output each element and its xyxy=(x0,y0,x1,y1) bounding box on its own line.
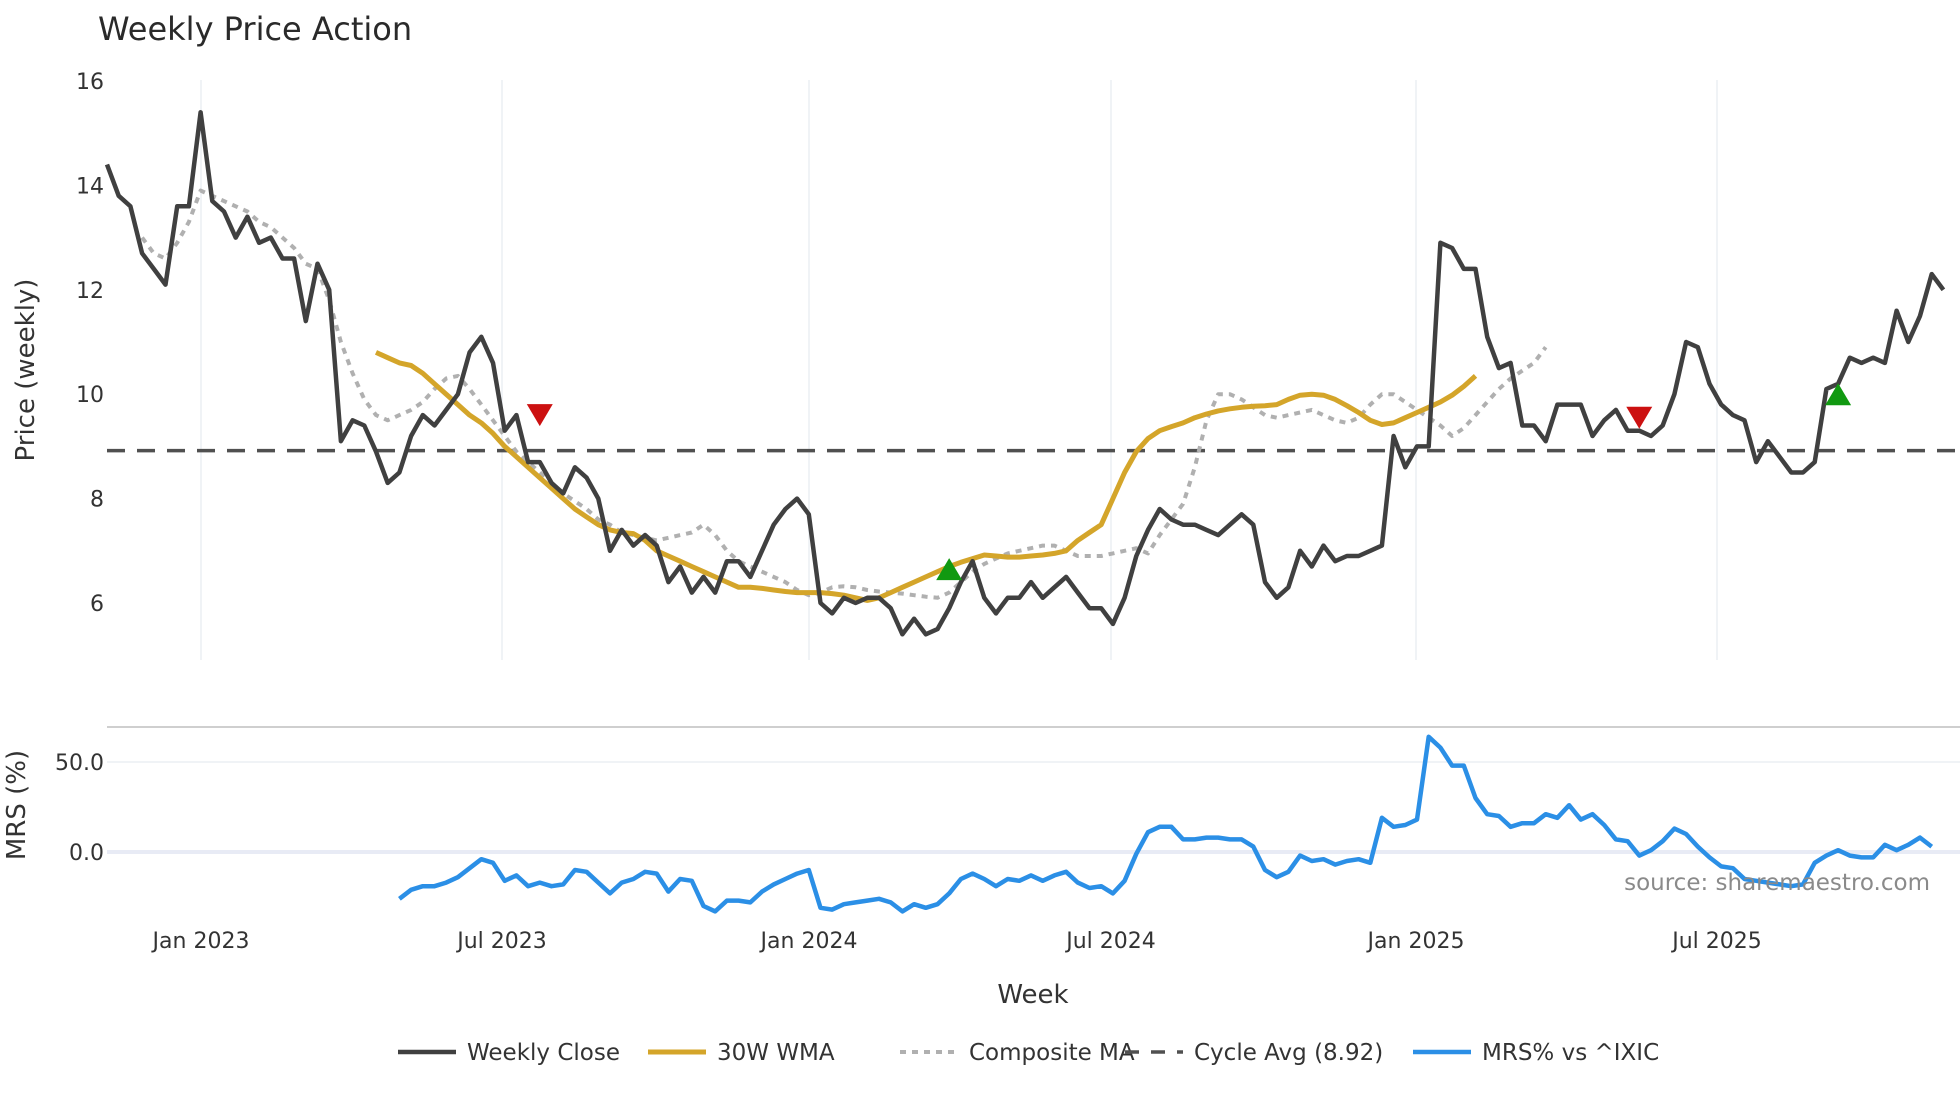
source-watermark: source: sharemaestro.com xyxy=(1624,870,1930,896)
series-mrs-vs-ixic xyxy=(398,734,1934,914)
price-y-tick: 16 xyxy=(76,70,104,95)
sell-signal-icon xyxy=(526,404,553,427)
x-tick: Jan 2023 xyxy=(151,929,250,954)
x-tick: Jul 2023 xyxy=(455,929,547,954)
legend-item: Cycle Avg (8.92) xyxy=(1194,1040,1383,1066)
price-y-tick: 6 xyxy=(90,592,104,617)
buy-signal-icon xyxy=(936,558,963,581)
series-composite-ma xyxy=(140,188,1548,600)
series-30w-wma xyxy=(374,350,1478,603)
legend-item: Composite MA xyxy=(969,1040,1135,1066)
series-weekly-close xyxy=(104,110,1946,637)
legend: Weekly Close 30W WMA Composite MA Cycle Avg… xyxy=(398,1040,1659,1066)
mrs-y-axis: 0.0 50.0 xyxy=(55,751,104,866)
legend-item: MRS% vs ^IXIC xyxy=(1482,1040,1659,1066)
signal-markers xyxy=(526,383,1852,581)
price-y-axis-title: Price (weekly) xyxy=(11,279,41,462)
x-tick: Jul 2024 xyxy=(1064,929,1156,954)
x-axis-title: Week xyxy=(997,980,1068,1010)
x-axis: Jan 2023 Jul 2023 Jan 2024 Jul 2024 Jan 2025… xyxy=(151,929,1762,954)
x-tick: Jan 2024 xyxy=(759,929,858,954)
price-y-axis: 6 8 10 12 14 16 xyxy=(76,70,104,617)
x-tick: Jan 2025 xyxy=(1366,929,1465,954)
sell-signal-icon xyxy=(1626,406,1653,429)
price-y-tick: 14 xyxy=(76,174,104,199)
price-y-tick: 8 xyxy=(90,488,104,513)
price-y-tick: 10 xyxy=(76,383,104,408)
mrs-y-tick: 50.0 xyxy=(55,751,104,776)
legend-item: Weekly Close xyxy=(467,1040,620,1066)
chart-title: Weekly Price Action xyxy=(98,10,412,48)
buy-signal-icon xyxy=(1825,383,1852,406)
mrs-y-axis-title: MRS (%) xyxy=(2,750,32,860)
legend-item: 30W WMA xyxy=(717,1040,835,1066)
price-y-tick: 12 xyxy=(76,279,104,304)
x-tick: Jul 2025 xyxy=(1670,929,1762,954)
gridlines xyxy=(107,80,1960,854)
mrs-y-tick: 0.0 xyxy=(69,841,104,866)
series-layer xyxy=(104,110,1960,914)
